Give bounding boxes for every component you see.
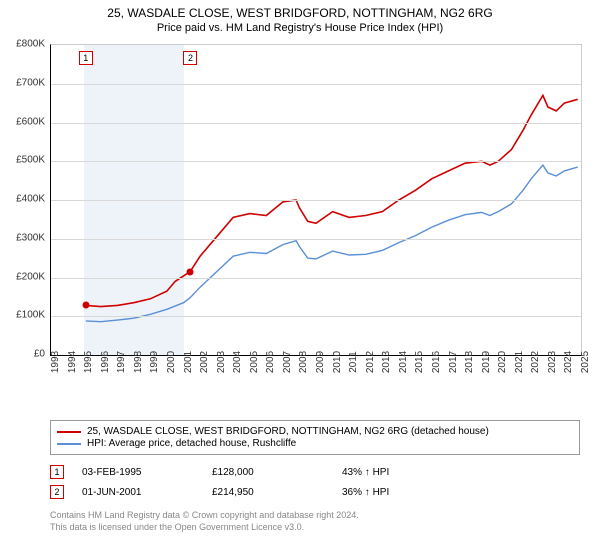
legend-swatch [57, 443, 81, 445]
x-tick-label: 2000 [166, 351, 177, 373]
x-tick-label: 2017 [448, 351, 459, 373]
gridline [51, 161, 581, 162]
x-tick-label: 2018 [464, 351, 475, 373]
x-tick-label: 2025 [580, 351, 591, 373]
transaction-row: 1 03-FEB-1995£128,00043% ↑ HPI [50, 462, 580, 482]
gridline [51, 239, 581, 240]
x-tick-label: 2008 [298, 351, 309, 373]
y-tick-label: £500K [16, 155, 45, 166]
x-tick-label: 1998 [133, 351, 144, 373]
chart-area: 12 £0£100K£200K£300K£400K£500K£600K£700K… [50, 44, 580, 384]
marker-box: 1 [79, 51, 93, 65]
x-tick-label: 2003 [216, 351, 227, 373]
gridline [51, 123, 581, 124]
legend-label: HPI: Average price, detached house, Rush… [87, 438, 296, 449]
gridline [51, 84, 581, 85]
transaction-marker: 1 [50, 465, 64, 479]
chart-title: 25, WASDALE CLOSE, WEST BRIDGFORD, NOTTI… [0, 0, 600, 20]
x-tick-label: 2012 [365, 351, 376, 373]
y-tick-label: £300K [16, 232, 45, 243]
series-hpi [86, 165, 578, 322]
y-tick-label: £200K [16, 271, 45, 282]
transaction-price: £128,000 [212, 467, 342, 478]
transaction-row: 2 01-JUN-2001£214,95036% ↑ HPI [50, 482, 580, 502]
chart-subtitle: Price paid vs. HM Land Registry's House … [0, 20, 600, 34]
x-tick-label: 1999 [149, 351, 160, 373]
x-tick-label: 2015 [414, 351, 425, 373]
gridline [51, 278, 581, 279]
marker-dot [82, 302, 89, 309]
plot: 12 [50, 44, 582, 356]
gridline [51, 200, 581, 201]
y-tick-label: £700K [16, 77, 45, 88]
legend-item: 25, WASDALE CLOSE, WEST BRIDGFORD, NOTTI… [57, 426, 573, 437]
x-tick-label: 1997 [116, 351, 127, 373]
gridline [51, 316, 581, 317]
legend-item: HPI: Average price, detached house, Rush… [57, 438, 573, 449]
legend-swatch [57, 431, 81, 433]
transaction-delta: 36% ↑ HPI [342, 487, 472, 498]
transaction-date: 03-FEB-1995 [82, 467, 212, 478]
x-tick-label: 2006 [265, 351, 276, 373]
x-tick-label: 2022 [530, 351, 541, 373]
x-tick-label: 2011 [348, 351, 359, 373]
x-tick-label: 1995 [83, 351, 94, 373]
legend-label: 25, WASDALE CLOSE, WEST BRIDGFORD, NOTTI… [87, 426, 489, 437]
x-tick-label: 2013 [381, 351, 392, 373]
x-tick-label: 2024 [563, 351, 574, 373]
footer-line-1: Contains HM Land Registry data © Crown c… [50, 510, 580, 522]
y-tick-label: £100K [16, 310, 45, 321]
transaction-delta: 43% ↑ HPI [342, 467, 472, 478]
x-tick-label: 2001 [183, 351, 194, 373]
x-tick-label: 1993 [50, 351, 61, 373]
transaction-price: £214,950 [212, 487, 342, 498]
footer: Contains HM Land Registry data © Crown c… [50, 510, 580, 533]
y-tick-label: £400K [16, 194, 45, 205]
x-tick-label: 2020 [497, 351, 508, 373]
x-tick-label: 2005 [249, 351, 260, 373]
x-tick-label: 2014 [398, 351, 409, 373]
marker-dot [187, 268, 194, 275]
marker-box: 2 [183, 51, 197, 65]
x-tick-label: 2023 [547, 351, 558, 373]
x-tick-label: 1994 [67, 351, 78, 373]
footer-line-2: This data is licensed under the Open Gov… [50, 522, 580, 534]
x-tick-label: 2021 [514, 351, 525, 373]
transaction-marker: 2 [50, 485, 64, 499]
x-tick-label: 2010 [332, 351, 343, 373]
x-tick-label: 2019 [481, 351, 492, 373]
x-tick-label: 2016 [431, 351, 442, 373]
y-tick-label: £0 [34, 349, 45, 360]
x-tick-label: 2009 [315, 351, 326, 373]
x-tick-label: 2004 [232, 351, 243, 373]
legend: 25, WASDALE CLOSE, WEST BRIDGFORD, NOTTI… [50, 420, 580, 455]
y-tick-label: £800K [16, 39, 45, 50]
x-tick-label: 1996 [100, 351, 111, 373]
y-tick-label: £600K [16, 116, 45, 127]
transactions-table: 1 03-FEB-1995£128,00043% ↑ HPI 2 01-JUN-200… [50, 462, 580, 502]
transaction-date: 01-JUN-2001 [82, 487, 212, 498]
x-tick-label: 2007 [282, 351, 293, 373]
series-property [86, 95, 578, 306]
x-tick-label: 2002 [199, 351, 210, 373]
